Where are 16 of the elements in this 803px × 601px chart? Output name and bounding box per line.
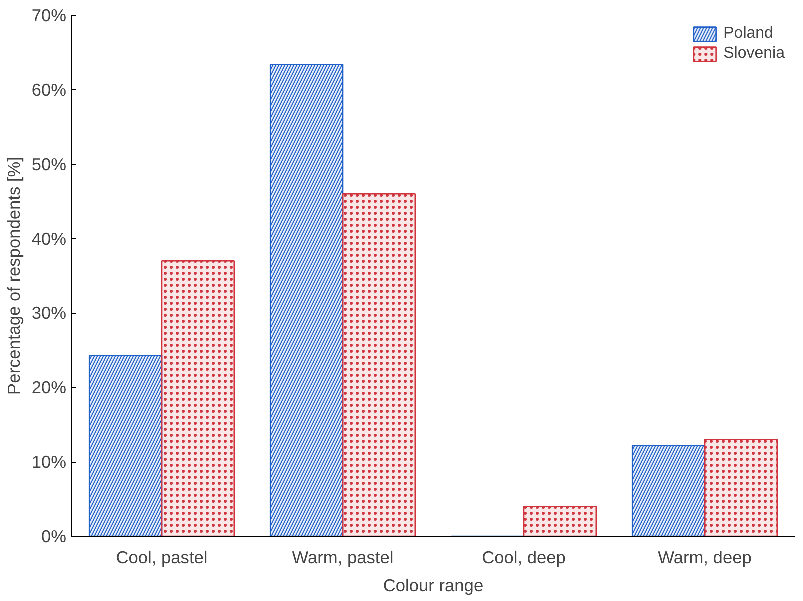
x-tick-label: Warm, deep <box>658 548 752 568</box>
y-tick-label: 70% <box>32 6 67 26</box>
y-tick-label: 30% <box>32 303 67 324</box>
y-tick-label: 40% <box>32 228 67 249</box>
legend-label: Poland <box>724 25 774 43</box>
y-tick-label: 0% <box>41 526 66 546</box>
y-tick-label: 60% <box>32 80 67 100</box>
x-tick-label: Cool, deep <box>482 548 566 568</box>
x-axis-title: Colour range <box>383 576 484 596</box>
y-tick-label: 50% <box>32 154 67 174</box>
y-axis-title: Percentage of respondents [%] <box>4 157 24 395</box>
x-tick-label: Cool, pastel <box>116 548 208 568</box>
legend-label: Slovenia <box>724 45 785 63</box>
y-tick-label: 20% <box>32 378 67 398</box>
x-tick-label: Warm, pastel <box>292 548 394 568</box>
y-tick-label: 10% <box>32 452 67 472</box>
